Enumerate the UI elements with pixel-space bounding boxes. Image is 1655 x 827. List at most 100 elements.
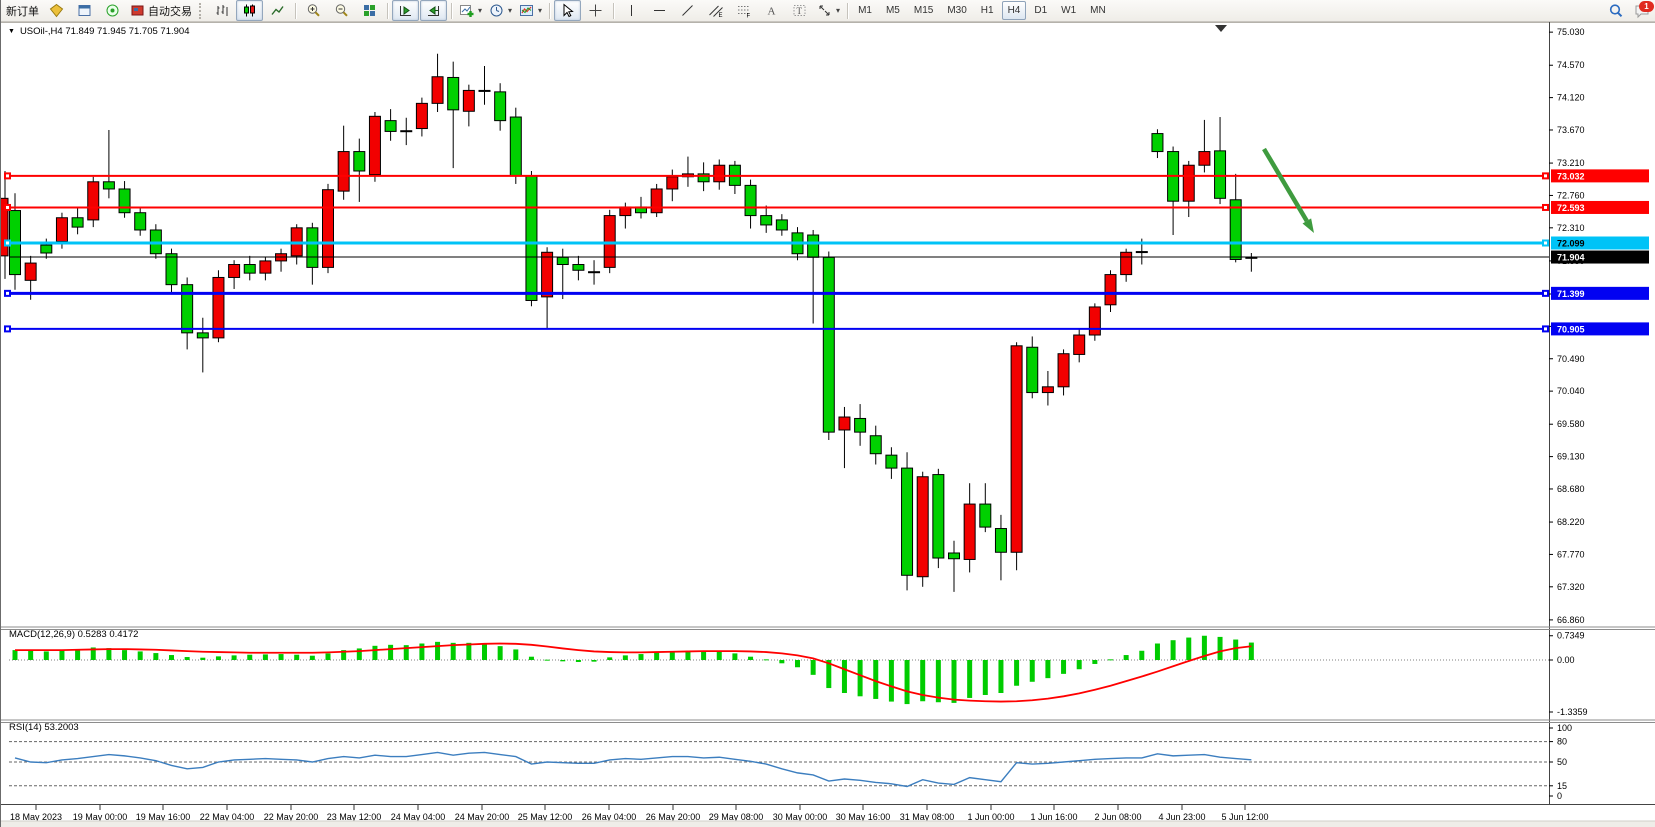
candle-body[interactable] [1057,353,1070,388]
candle-body[interactable] [666,176,679,190]
candle-body[interactable] [1088,306,1101,336]
candle-body[interactable] [1104,274,1117,306]
candle-body[interactable] [603,215,616,268]
crosshair-tool-button[interactable] [582,0,609,21]
tile-windows-icon[interactable] [356,0,383,21]
zoom-in-button[interactable] [300,0,327,21]
candle-body[interactable] [650,188,663,214]
candle-body[interactable] [306,227,319,268]
candle-body[interactable] [1026,346,1039,394]
horizontal-line-tool-button[interactable] [646,0,673,21]
chart-canvas[interactable]: 75.030 74.570 74.120 73.670 73.210 72.760 72.3… [1,22,1655,827]
candle-body[interactable] [994,528,1007,553]
candle-body[interactable] [243,264,256,274]
candle-body[interactable] [869,435,882,455]
candle-body[interactable] [509,116,522,177]
candle-body[interactable] [196,332,209,339]
candle-body[interactable] [948,552,960,560]
cursor-tool-button[interactable] [554,0,582,21]
candle-body[interactable] [87,181,100,221]
candle-body[interactable] [822,256,835,433]
add-indicator-button[interactable]: ▾ [456,0,485,21]
timeframe-button-h1[interactable]: H1 [980,5,994,16]
new-order-button[interactable]: 新订单 [3,0,42,21]
candle-body[interactable] [556,256,569,266]
timeframe-button-w1[interactable]: W1 [1061,5,1077,16]
candle-body[interactable] [1214,150,1227,199]
candle-body[interactable] [807,234,820,258]
fibonacci-tool-button[interactable]: F [730,0,757,21]
candle-body[interactable] [744,184,757,217]
candle-body[interactable] [447,76,460,111]
equidistant-channel-tool-button[interactable]: E [702,0,729,21]
candle-body[interactable] [979,503,992,528]
candle-body[interactable] [697,173,710,183]
candle-body[interactable] [40,244,53,254]
candle-body[interactable] [541,251,554,298]
candlestick-chart-type-button[interactable] [236,0,263,21]
bar-chart-type-button[interactable] [208,0,235,21]
candle-body[interactable] [415,102,428,130]
candle-body[interactable] [775,219,788,231]
candle-body[interactable] [259,260,272,274]
candle-body[interactable] [134,212,147,231]
zoom-out-button[interactable] [328,0,355,21]
candle-body[interactable] [212,276,225,339]
chart-shift-marker[interactable] [1215,25,1227,32]
timeframe-button-h4[interactable]: H4 [1001,1,1027,20]
candle-body[interactable] [102,181,115,190]
candle-body[interactable] [588,271,601,274]
trend-arrow-annotation[interactable] [1262,147,1309,223]
timeframe-button-m1[interactable]: M1 [858,5,872,16]
timeframe-button-m5[interactable]: M5 [885,5,900,16]
market-watch-icon[interactable] [71,0,98,21]
candle-body[interactable] [71,217,84,228]
candle-body[interactable] [462,89,475,112]
timeframe-button-d1[interactable]: D1 [1034,5,1048,16]
periods-clock-button[interactable]: ▾ [486,0,515,21]
autotrade-button[interactable]: 自动交易 [127,0,195,21]
candle-body[interactable] [713,164,726,183]
templates-button[interactable]: ▾ [516,0,545,21]
candle-body[interactable] [228,264,241,278]
candle-body[interactable] [1151,133,1164,153]
candle-body[interactable] [478,89,491,92]
autoscroll-button[interactable] [392,0,419,21]
charts-gem-icon[interactable] [43,0,70,21]
candle-body[interactable] [932,474,945,559]
candle-body[interactable] [885,454,898,469]
candle-body[interactable] [353,151,366,172]
candle-body[interactable] [1041,386,1054,394]
candle-body[interactable] [525,175,538,301]
text-label-tool-button[interactable]: T [786,0,813,21]
arrows-shapes-button[interactable]: ▾ [814,0,843,21]
trendline-tool-button[interactable] [674,0,701,21]
candle-body[interactable] [181,284,194,334]
candle-body[interactable] [963,503,976,560]
text-tool-button[interactable]: A [758,0,785,21]
vertical-line-tool-button[interactable] [618,0,645,21]
candle-body[interactable] [337,151,350,192]
candle-body[interactable] [760,215,773,226]
candle-body[interactable] [838,416,851,431]
candle-body[interactable] [24,262,37,281]
candle-body[interactable] [165,253,178,286]
candle-body[interactable] [118,188,131,214]
candle-body[interactable] [901,467,914,576]
search-icon[interactable] [1602,0,1629,21]
candle-body[interactable] [1073,334,1086,355]
timeframe-button-mn[interactable]: MN [1090,5,1106,16]
signals-icon[interactable] [99,0,126,21]
timeframe-button-m15[interactable]: M15 [913,5,934,16]
candle-body[interactable] [854,417,867,433]
candle-body[interactable] [431,76,444,104]
line-chart-type-button[interactable] [264,0,291,21]
candle-body[interactable] [322,189,334,268]
timeframe-button-m30[interactable]: M30 [947,5,967,16]
collapse-triangle-icon[interactable]: ▼ [8,28,15,35]
candle-body[interactable] [1010,345,1023,553]
candle-body[interactable] [1135,251,1148,254]
candle-body[interactable] [1229,199,1242,260]
chat-icon[interactable]: 1 [1630,0,1654,21]
candle-body[interactable] [572,264,585,271]
